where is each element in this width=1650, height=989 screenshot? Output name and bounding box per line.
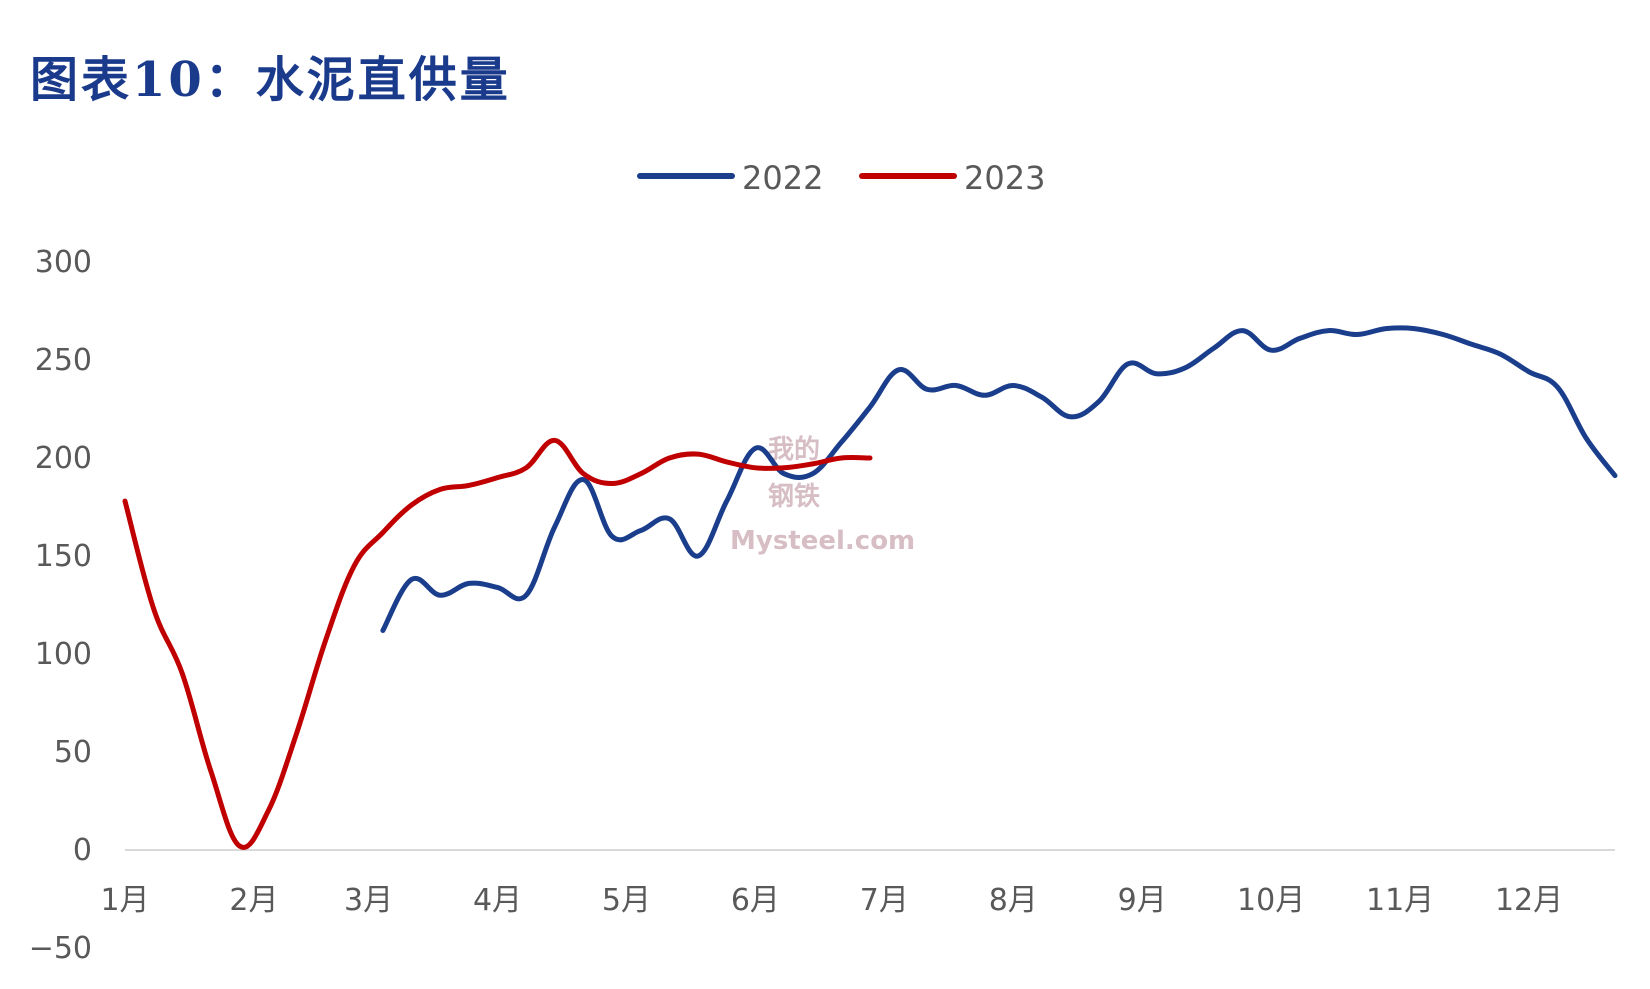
legend: 2022 2023 <box>637 159 1045 197</box>
y-tick-label: 0 <box>73 833 92 868</box>
series-layer <box>122 325 1618 850</box>
y-tick-label: −50 <box>29 931 92 966</box>
x-tick-label: 12月 <box>1495 883 1563 918</box>
y-tick-label: 300 <box>35 245 92 280</box>
watermark-line-1: 我的 <box>768 434 820 465</box>
y-tick-label: 250 <box>35 343 92 378</box>
x-tick-label: 10月 <box>1237 883 1305 918</box>
x-tick-label: 11月 <box>1366 883 1434 918</box>
x-tick-label: 3月 <box>344 883 393 918</box>
x-tick-label: 9月 <box>1118 883 1167 918</box>
y-axis-ticks: −50 0 50 100 150 200 250 300 <box>29 245 92 966</box>
x-tick-label: 6月 <box>731 883 780 918</box>
x-tick-label: 5月 <box>602 883 651 918</box>
x-tick-label: 7月 <box>860 883 909 918</box>
watermark-line-2: 钢铁 <box>768 481 820 512</box>
x-axis-ticks: 1月 2月 3月 4月 5月 6月 7月 8月 9月 10月 11月 12月 <box>100 883 1563 918</box>
x-tick-label: 2月 <box>229 883 278 918</box>
watermark-line-3: Mysteel.com <box>730 526 915 556</box>
x-tick-label: 4月 <box>473 883 522 918</box>
watermark: 我的 钢铁 Mysteel.com <box>730 434 915 556</box>
y-tick-label: 100 <box>35 637 92 672</box>
series-line-2023 <box>122 437 873 850</box>
legend-label-2023: 2023 <box>964 159 1045 197</box>
legend-label-2022: 2022 <box>742 159 823 197</box>
y-tick-label: 150 <box>35 539 92 574</box>
y-tick-label: 50 <box>54 735 92 770</box>
x-tick-label: 8月 <box>989 883 1038 918</box>
series-line-2022 <box>380 325 1618 633</box>
x-tick-label: 1月 <box>100 883 149 918</box>
page-title: 图表10：水泥直供量 <box>30 52 511 108</box>
y-tick-label: 200 <box>35 441 92 476</box>
